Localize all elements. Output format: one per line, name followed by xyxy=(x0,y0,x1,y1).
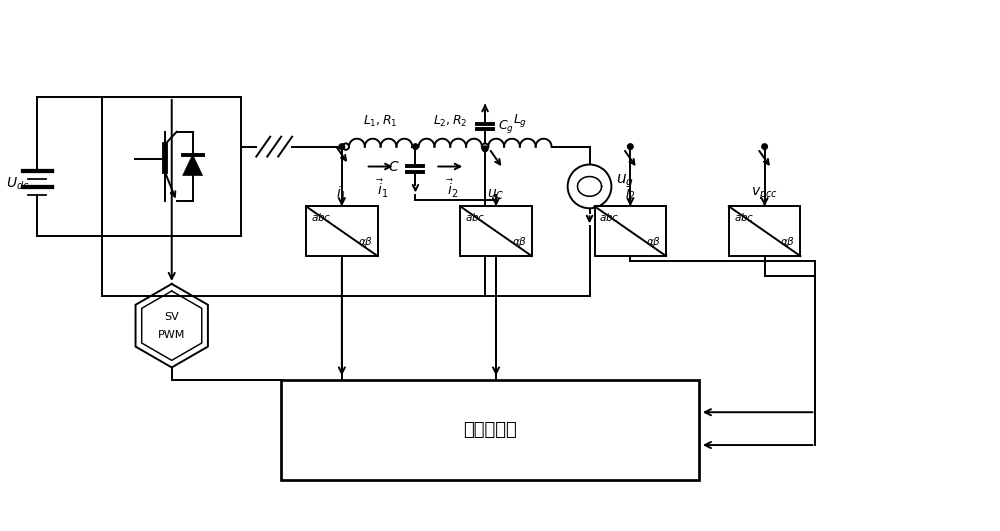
Text: $L_g$: $L_g$ xyxy=(513,112,527,129)
Text: $abc$: $abc$ xyxy=(311,211,331,223)
Bar xyxy=(281,380,699,480)
Circle shape xyxy=(482,143,488,150)
Circle shape xyxy=(568,165,611,208)
Bar xyxy=(102,97,241,236)
Circle shape xyxy=(482,146,488,151)
Text: $v_{pcc}$: $v_{pcc}$ xyxy=(751,186,778,202)
Bar xyxy=(595,207,666,256)
Circle shape xyxy=(413,144,418,149)
Text: $abc$: $abc$ xyxy=(465,211,486,223)
Text: $U_{dc}$: $U_{dc}$ xyxy=(6,175,29,192)
Circle shape xyxy=(628,144,633,149)
Text: $\alpha\beta$: $\alpha\beta$ xyxy=(780,235,795,249)
Circle shape xyxy=(339,144,345,149)
Text: PWM: PWM xyxy=(158,330,185,340)
Text: $u_g$: $u_g$ xyxy=(616,173,634,190)
Text: $\alpha\beta$: $\alpha\beta$ xyxy=(358,235,373,249)
Bar xyxy=(306,207,378,256)
Text: $\vec{i}_1$: $\vec{i}_1$ xyxy=(376,178,389,201)
Text: 三环控制器: 三环控制器 xyxy=(463,421,517,439)
Circle shape xyxy=(343,143,349,150)
Text: $C$: $C$ xyxy=(388,160,399,174)
Text: $\alpha\beta$: $\alpha\beta$ xyxy=(512,235,527,249)
Bar xyxy=(460,207,532,256)
Text: $L_1, R_1$: $L_1, R_1$ xyxy=(363,114,398,129)
Text: $\boldsymbol{u_C}$: $\boldsymbol{u_C}$ xyxy=(487,188,505,202)
Text: $abc$: $abc$ xyxy=(734,211,754,223)
Bar xyxy=(729,207,800,256)
Text: $L_2, R_2$: $L_2, R_2$ xyxy=(433,114,468,129)
Text: $abc$: $abc$ xyxy=(599,211,620,223)
Circle shape xyxy=(762,144,767,149)
Text: $i_1$: $i_1$ xyxy=(336,185,347,202)
Text: SV: SV xyxy=(164,312,179,322)
Text: $\alpha\beta$: $\alpha\beta$ xyxy=(646,235,661,249)
Text: $C_g$: $C_g$ xyxy=(498,118,514,135)
Text: $\boldsymbol{i_2}$: $\boldsymbol{i_2}$ xyxy=(625,185,636,202)
Text: $\vec{i}_2$: $\vec{i}_2$ xyxy=(446,178,458,201)
Polygon shape xyxy=(183,155,203,175)
